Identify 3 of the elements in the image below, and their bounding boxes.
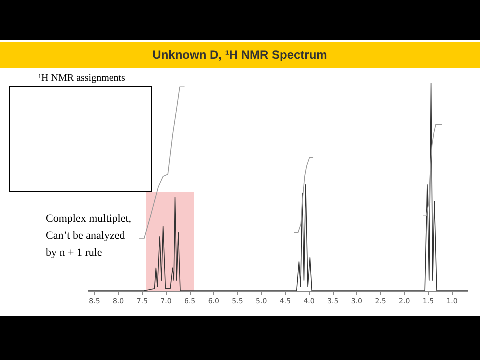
annotation: ¹H NMR assignments [38,73,126,84]
band-label: Complex multiplet, Can’t be analyzed by n + 1 rule [46,213,132,259]
chart-title: Unknown D, ¹H NMR Spectrum [152,48,328,62]
